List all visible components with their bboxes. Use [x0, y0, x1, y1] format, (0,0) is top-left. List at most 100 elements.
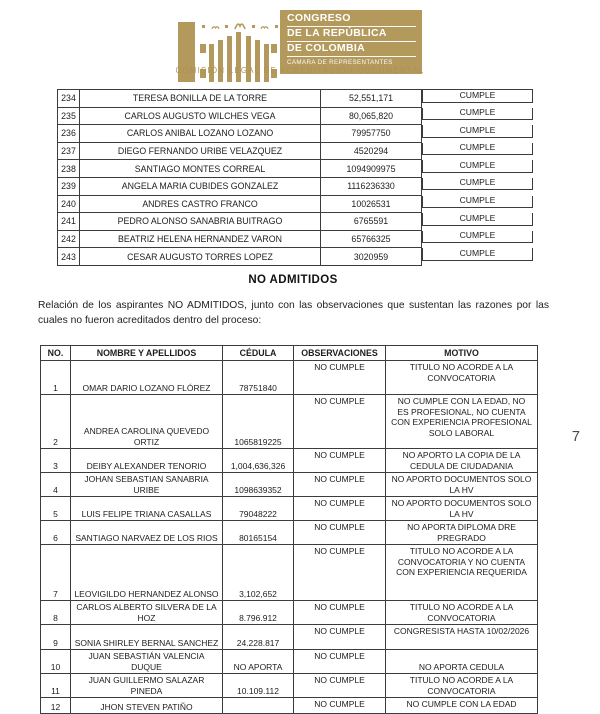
motivo-cell: NO APORTA DIPLOMA DRE PREGRADO [385, 520, 538, 545]
cedula-cell: 10.109.112 [222, 673, 294, 698]
intro-paragraph: Relación de los aspirantes NO ADMITIDOS,… [38, 300, 549, 326]
section-title: NO ADMITIDOS [248, 274, 338, 286]
row-number-cell: 5 [40, 496, 71, 521]
motivo-cell: NO CUMPLE CON LA EDAD, NO ES PROFESIONAL… [385, 394, 538, 449]
status-cell: CUMPLE [422, 230, 533, 249]
status-badge: CUMPLE [422, 125, 533, 138]
cedula-cell: 3,102,652 [222, 544, 294, 601]
cedula-cell: 78751840 [222, 360, 294, 395]
name-cell: LUIS FELIPE TRIANA CASALLAS [70, 496, 223, 521]
status-cell: CUMPLE [422, 213, 533, 231]
status-badge: CUMPLE [422, 107, 533, 121]
table-row: 240 ANDRES CASTRO FRANCO 10026531 CUMPLE [57, 195, 533, 214]
row-number-cell: 11 [40, 673, 71, 698]
congress-logo: CONGRESO DE LA REPÚBLICA DE COLOMBIA CÁM… [176, 10, 422, 88]
observaciones-cell: NO CUMPLE [293, 544, 386, 601]
cedula-cell: 3020959 [320, 248, 422, 266]
status-cell: CUMPLE [422, 142, 533, 161]
status-badge: CUMPLE [422, 248, 533, 261]
capitol-facade-icon [178, 20, 278, 84]
table-row: 8 CARLOS ALBERTO SILVERA DE LA HOZ 8.796… [40, 600, 538, 625]
row-number-cell: 239 [57, 177, 80, 196]
row-number-cell: 2 [40, 394, 71, 449]
status-badge: CUMPLE [422, 90, 533, 103]
commission-label: COMISIÓN LEGAL DE ACREDITACIÓN DOCUMENTA… [175, 66, 425, 75]
observaciones-cell: NO CUMPLE [293, 520, 386, 545]
row-number-cell: 240 [57, 195, 80, 214]
name-cell: ANGELA MARIA CUBIDES GONZALEZ [80, 178, 320, 196]
name-cell: TERESA BONILLA DE LA TORRE [80, 90, 320, 108]
name-cell: DIEGO FERNANDO URIBE VELAZQUEZ [80, 143, 320, 161]
page-number: 7 [571, 429, 580, 445]
motivo-cell: NO APORTO DOCUMENTOS SOLO LA HV [385, 496, 538, 521]
col-header-name: NOMBRE Y APELLIDOS [70, 345, 223, 361]
observaciones-cell: NO CUMPLE [293, 673, 386, 698]
row-number-cell: 10 [40, 649, 71, 674]
table-row: 3 DEIBY ALEXANDER TENORIO 1,004,636,326 … [40, 448, 538, 473]
table-row: 237 DIEGO FERNANDO URIBE VELAZQUEZ 45202… [57, 142, 533, 161]
cedula-cell: 80,065,820 [320, 107, 422, 126]
cedula-cell: 52,551,171 [320, 90, 422, 108]
logo-line-1: CONGRESO [287, 12, 416, 27]
cedula-cell: 1098639352 [222, 472, 294, 497]
table-row: 7 LEOVIGILDO HERNANDEZ ALONSO 3,102,652 … [40, 544, 538, 601]
observaciones-cell: NO CUMPLE [293, 624, 386, 650]
cedula-cell: 24.228.817 [222, 624, 294, 650]
name-cell: CESAR AUGUSTO TORRES LOPEZ [80, 248, 320, 266]
status-badge: CUMPLE [422, 160, 533, 173]
observaciones-cell: NO CUMPLE [293, 360, 386, 395]
cedula-cell: 6765591 [320, 213, 422, 231]
observaciones-cell: NO CUMPLE [293, 649, 386, 674]
row-number-cell: 237 [57, 142, 80, 161]
table-row: 5 LUIS FELIPE TRIANA CASALLAS 79048222 N… [40, 496, 538, 521]
logo-subtitle: CÁMARA DE REPRESENTANTES [287, 59, 393, 66]
name-cell: CARLOS ANIBAL LOZANO LOZANO [80, 125, 320, 143]
table-row: 4 JOHAN SEBASTIAN SANABRIA URIBE 1098639… [40, 472, 538, 497]
row-number-cell: 235 [57, 107, 80, 126]
name-cell: JUAN GUILLERMO SALAZAR PINEDA [70, 673, 223, 698]
table-row: 1 OMAR DARIO LOZANO FLÓREZ 78751840 NO C… [40, 360, 538, 395]
row-number-cell: 4 [40, 472, 71, 497]
row-number-cell: 242 [57, 230, 80, 249]
status-cell: CUMPLE [422, 177, 533, 196]
observaciones-cell: NO CUMPLE [293, 448, 386, 473]
admitted-table: 234 TERESA BONILLA DE LA TORRE 52,551,17… [57, 89, 533, 266]
status-badge: CUMPLE [422, 195, 533, 209]
name-cell: SONIA SHIRLEY BERNAL SANCHEZ [70, 624, 223, 650]
cedula-cell: 10026531 [320, 195, 422, 214]
name-cell: CARLOS ALBERTO SILVERA DE LA HOZ [70, 600, 223, 625]
motivo-cell: NO APORTO DOCUMENTOS SOLO LA HV [385, 472, 538, 497]
table-row: 236 CARLOS ANIBAL LOZANO LOZANO 79957750… [57, 125, 533, 143]
name-cell: JOHAN SEBASTIAN SANABRIA URIBE [70, 472, 223, 497]
cedula-cell: 1094909975 [320, 160, 422, 178]
row-number-cell: 9 [40, 624, 71, 650]
table-row: 241 PEDRO ALONSO SANABRIA BUITRAGO 67655… [57, 213, 533, 231]
col-header-no: NO. [40, 345, 71, 361]
cedula-cell: 79957750 [320, 125, 422, 143]
row-number-cell: 234 [57, 90, 80, 108]
table-row: 2 ANDREA CAROLINA QUEVEDO ORTIZ 10658192… [40, 394, 538, 449]
table-row: 235 CARLOS AUGUSTO WILCHES VEGA 80,065,8… [57, 107, 533, 126]
row-number-cell: 1 [40, 360, 71, 395]
status-cell: CUMPLE [422, 107, 533, 126]
table-row: 6 SANTIAGO NARVAEZ DE LOS RIOS 80165154 … [40, 520, 538, 545]
logo-line-3: DE COLOMBIA [287, 42, 416, 57]
col-header-observaciones: OBSERVACIONES [293, 345, 386, 361]
observaciones-cell: NO CUMPLE [293, 394, 386, 449]
name-cell: SANTIAGO NARVAEZ DE LOS RIOS [70, 520, 223, 545]
row-number-cell: 241 [57, 213, 80, 231]
motivo-cell: TITULO NO ACORDE A LA CONVOCATORIA [385, 360, 538, 395]
row-number-cell: 3 [40, 448, 71, 473]
motivo-cell: TITULO NO ACORDE A LA CONVOCATORIA [385, 673, 538, 698]
row-number-cell: 6 [40, 520, 71, 545]
status-cell: CUMPLE [422, 248, 533, 266]
status-badge: CUMPLE [422, 142, 533, 156]
status-cell: CUMPLE [422, 195, 533, 214]
cedula-cell: NO APORTA [222, 649, 294, 674]
status-badge: CUMPLE [422, 177, 533, 191]
row-number-cell: 238 [57, 160, 80, 178]
not-admitted-table: NO. NOMBRE Y APELLIDOS CÉDULA OBSERVACIO… [40, 345, 538, 714]
name-cell: LEOVIGILDO HERNANDEZ ALONSO [70, 544, 223, 601]
cedula-cell: 79048222 [222, 496, 294, 521]
logo-title-box: CONGRESO DE LA REPÚBLICA DE COLOMBIA CÁM… [280, 10, 422, 74]
